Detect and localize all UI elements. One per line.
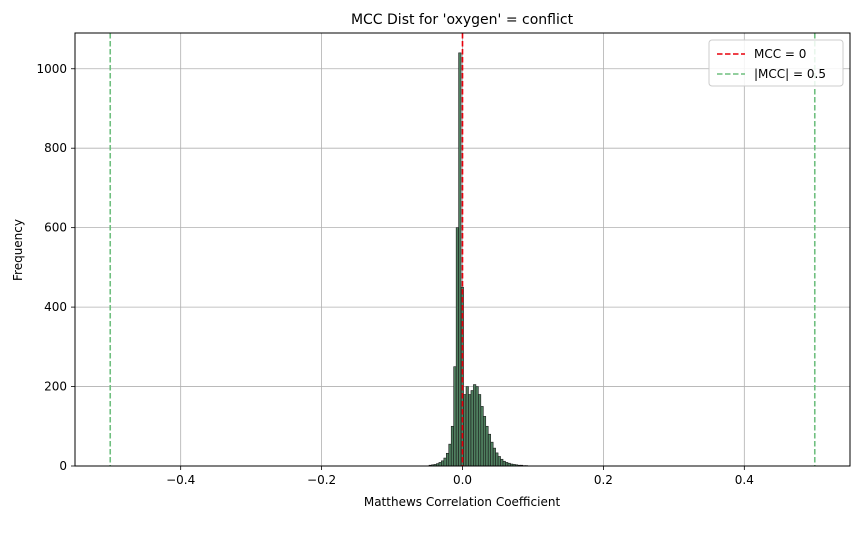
histogram-bar bbox=[500, 458, 504, 467]
x-tick-label: 0.4 bbox=[735, 473, 754, 487]
histogram-bar bbox=[475, 386, 479, 467]
histogram-bar bbox=[502, 460, 506, 467]
chart-title: MCC Dist for 'oxygen' = conflict bbox=[351, 12, 574, 28]
histogram-bar bbox=[453, 366, 457, 467]
histogram-bar bbox=[505, 462, 509, 467]
y-tick-label: 200 bbox=[44, 380, 67, 394]
x-tick-label: −0.2 bbox=[307, 473, 336, 487]
y-tick-label: 400 bbox=[44, 300, 67, 314]
histogram-bar bbox=[495, 452, 499, 467]
y-tick-label: 1000 bbox=[36, 62, 67, 76]
histogram-bar bbox=[468, 394, 472, 467]
histogram-bar bbox=[478, 394, 482, 467]
histogram-bar bbox=[497, 456, 501, 467]
x-tick-label: 0.0 bbox=[453, 473, 472, 487]
histogram-bar bbox=[463, 394, 467, 467]
histogram-bar bbox=[465, 386, 469, 467]
legend-label-mcc-half: |MCC| = 0.5 bbox=[754, 67, 826, 81]
y-tick-label: 800 bbox=[44, 141, 67, 155]
reference-lines-layer bbox=[109, 33, 816, 466]
x-ticks: −0.4 −0.2 0.0 0.2 0.4 bbox=[166, 466, 754, 487]
histogram-bar bbox=[455, 227, 459, 467]
y-tick-label: 0 bbox=[59, 459, 67, 473]
bars-layer bbox=[428, 52, 528, 467]
histogram-bar bbox=[443, 457, 447, 467]
histogram-bar bbox=[450, 425, 454, 467]
histogram-bar bbox=[448, 443, 452, 467]
histogram-bar bbox=[490, 441, 494, 467]
legend: MCC = 0 |MCC| = 0.5 bbox=[708, 39, 844, 87]
histogram-bar bbox=[492, 447, 496, 467]
histogram-bar bbox=[485, 425, 489, 467]
y-axis-label: Frequency bbox=[11, 219, 25, 281]
legend-label-mcc-zero: MCC = 0 bbox=[754, 47, 806, 61]
y-tick-label: 600 bbox=[44, 221, 67, 235]
histogram-bar bbox=[441, 460, 445, 467]
x-axis-label: Matthews Correlation Coefficient bbox=[364, 495, 561, 509]
histogram-bar bbox=[458, 52, 462, 467]
histogram-bar bbox=[482, 416, 487, 467]
x-tick-label: −0.4 bbox=[166, 473, 195, 487]
histogram-bar bbox=[438, 462, 442, 467]
histogram-bar bbox=[470, 390, 474, 467]
histogram-bar bbox=[487, 433, 491, 467]
histogram-bar bbox=[445, 452, 450, 467]
y-ticks: 0 200 400 600 800 1000 bbox=[36, 62, 75, 473]
x-tick-label: 0.2 bbox=[594, 473, 613, 487]
histogram-bar bbox=[473, 384, 477, 467]
histogram-bar bbox=[480, 406, 484, 467]
